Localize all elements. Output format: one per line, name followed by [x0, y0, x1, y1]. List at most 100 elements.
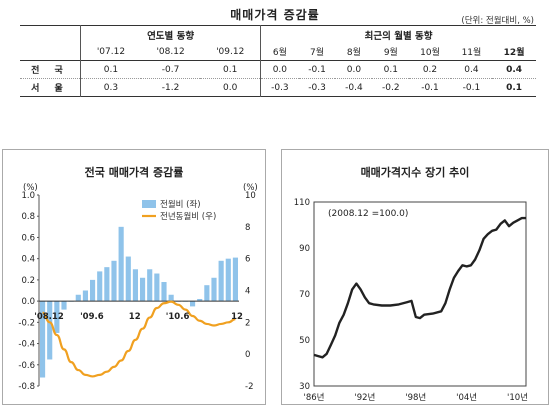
table-cell: 0.1	[506, 82, 523, 93]
bar	[54, 301, 60, 333]
monthly-col-header: 8월	[346, 48, 361, 58]
bar	[47, 301, 53, 360]
monthly-col-header: 12월	[503, 48, 525, 58]
bar	[132, 269, 138, 302]
plot-frame	[313, 201, 527, 387]
y-tick-label: 30	[299, 382, 310, 392]
right-chart-panel: 매매가격지수 장기 추이 110 90 70 50 30'86년 '92년 '98년 '04년…	[281, 149, 549, 405]
row-label-national: 전 국	[20, 60, 81, 79]
y-tick-label: 90	[299, 244, 310, 254]
x-tick-label: '10.6	[166, 312, 190, 322]
x-tick-label: '98년	[405, 392, 426, 403]
bar	[90, 279, 96, 302]
x-tick-label: 12	[129, 312, 141, 322]
bar	[218, 260, 224, 302]
left-axis-unit: (%)	[23, 183, 38, 193]
monthly-col-header: 10월	[420, 48, 440, 58]
left-y-tick-label: 0.0	[21, 297, 35, 307]
yearly-col-header: '09.12	[200, 43, 262, 61]
bar	[140, 277, 146, 302]
table-cell: -0.7	[140, 60, 201, 79]
x-tick-label: 12	[231, 312, 243, 322]
corner-cell-2	[20, 43, 81, 61]
table-cell: 0.4	[450, 60, 493, 79]
legend-bar-label: 전월비 (좌)	[160, 199, 201, 210]
bar	[211, 277, 217, 302]
bar	[190, 301, 196, 307]
bar	[154, 273, 160, 302]
bar	[104, 267, 110, 302]
x-tick-label: '04년	[456, 392, 477, 403]
bar	[147, 269, 153, 302]
monthly-col-header: 9월	[383, 48, 398, 58]
left-y-tick-label: -0.8	[18, 382, 35, 392]
yearly-col-header: '08.12	[156, 46, 185, 57]
legend-bar-swatch	[142, 200, 156, 208]
left-y-tick-label: 0.2	[21, 276, 35, 286]
y-tick-label: 50	[299, 336, 310, 346]
table-cell: -0.4	[345, 82, 363, 93]
bar	[168, 294, 174, 302]
left-y-tick-label: -0.4	[18, 340, 35, 350]
group-monthly-header: 최근의 월별 동향	[364, 30, 433, 42]
table-cell: 0.2	[409, 60, 451, 79]
right-y-tick-label: 0	[245, 350, 250, 360]
right-y-tick-label: -2	[245, 382, 253, 392]
summary-table: 연도별 동향 최근의 월별 동향 '07.12 '08.12 '09.12 6월…	[20, 25, 536, 97]
group-yearly-header: 연도별 동향	[80, 25, 262, 43]
unit-label: (단위: 전월대비, %)	[461, 16, 534, 26]
yoy-line	[42, 300, 236, 378]
right-y-tick-label: 6	[245, 255, 250, 265]
right-y-tick-label: 4	[245, 287, 250, 297]
table-cell: 0.4	[492, 60, 536, 79]
right-y-tick-label: 8	[245, 223, 250, 233]
bar	[118, 226, 124, 302]
left-chart-svg: (%) (%)1.00.80.60.40.20.0-0.2-0.4-0.6-0.8…	[18, 183, 258, 392]
index-base-annotation: (2008.12 =100.0)	[328, 209, 408, 219]
x-tick-label: '10년	[507, 392, 528, 403]
table-cell: -0.3	[308, 82, 326, 93]
bar	[197, 298, 203, 302]
page-title: 매매가격 증감률	[230, 8, 320, 22]
x-tick-label: '86년	[304, 392, 325, 403]
yearly-col-header: '07.12	[96, 46, 126, 57]
right-y-tick-label: 2	[245, 318, 250, 328]
row-label-seoul: 서 울	[20, 78, 81, 97]
bar	[111, 260, 117, 302]
left-y-tick-label: 0.6	[21, 233, 35, 243]
table-cell: -0.3	[271, 82, 289, 93]
monthly-col-header: 7월	[310, 48, 325, 58]
x-tick-label: '92년	[354, 392, 375, 403]
table-cell: 0.1	[80, 60, 141, 79]
bar	[97, 271, 103, 302]
left-y-tick-label: 0.4	[21, 255, 35, 265]
table-cell: -0.1	[462, 82, 481, 93]
left-y-tick-label: -0.6	[18, 361, 35, 371]
monthly-col-header: 6월	[272, 48, 287, 58]
table-cell: 0.1	[372, 60, 410, 79]
legend-line-label: 전년동월비 (우)	[160, 211, 216, 222]
corner-cell	[20, 25, 81, 43]
table-cell: 0.0	[335, 60, 373, 79]
bar	[61, 301, 67, 310]
table-cell: -0.1	[298, 60, 336, 79]
left-y-tick-label: 0.8	[21, 212, 35, 222]
bar	[232, 257, 238, 302]
bar	[225, 258, 231, 302]
bar	[161, 282, 167, 302]
table-cell: -0.2	[382, 82, 400, 93]
right-axis-unit: (%)	[243, 183, 258, 193]
x-tick-label: '08.12	[34, 312, 64, 322]
left-y-tick-label: -0.2	[18, 318, 35, 328]
index-line	[313, 216, 526, 359]
bar	[40, 301, 46, 378]
table-cell: -0.1	[421, 82, 439, 93]
table-cell: 0.1	[200, 60, 262, 79]
table-cell: -1.2	[161, 82, 180, 93]
bar	[125, 256, 131, 302]
table-row: 서 울 0.3 -1.2 0.0 -0.3 -0.3 -0.4 -0.2 -0.…	[20, 78, 536, 97]
bar	[75, 294, 81, 302]
y-tick-label: 110	[294, 198, 310, 208]
x-tick-label: '09.6	[80, 312, 104, 322]
table-cell: 0.3	[103, 82, 119, 93]
